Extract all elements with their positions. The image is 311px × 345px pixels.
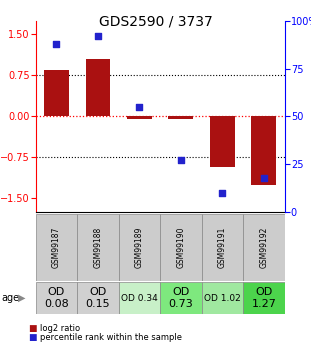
FancyBboxPatch shape [36,214,77,281]
Text: OD
1.27: OD 1.27 [251,287,276,309]
Text: GSM99191: GSM99191 [218,227,227,268]
FancyBboxPatch shape [160,282,202,314]
Bar [210,117,235,167]
Bar [251,117,276,185]
Point [95,33,100,39]
FancyBboxPatch shape [202,214,243,281]
FancyBboxPatch shape [202,282,243,314]
Text: log2 ratio: log2 ratio [40,324,81,333]
Text: ■: ■ [28,333,36,342]
FancyBboxPatch shape [119,214,160,281]
FancyBboxPatch shape [243,214,285,281]
Text: GSM99192: GSM99192 [259,227,268,268]
Text: ▶: ▶ [18,293,25,303]
Point [261,175,266,180]
FancyBboxPatch shape [77,214,119,281]
Text: OD
0.08: OD 0.08 [44,287,69,309]
FancyBboxPatch shape [160,214,202,281]
Point [220,190,225,196]
Bar [86,59,110,117]
FancyBboxPatch shape [36,282,77,314]
Point [137,104,142,110]
Text: GSM99189: GSM99189 [135,227,144,268]
Text: OD
0.73: OD 0.73 [169,287,193,309]
Text: GSM99187: GSM99187 [52,227,61,268]
Text: age: age [2,293,20,303]
Bar [44,70,69,117]
Text: OD 1.02: OD 1.02 [204,294,241,303]
Text: OD 0.34: OD 0.34 [121,294,158,303]
Text: GSM99188: GSM99188 [94,227,102,268]
Text: ■: ■ [28,324,36,333]
Bar [127,117,152,119]
FancyBboxPatch shape [119,282,160,314]
FancyBboxPatch shape [77,282,119,314]
Text: GDS2590 / 3737: GDS2590 / 3737 [99,14,212,29]
Text: GSM99190: GSM99190 [176,227,185,268]
Bar [169,117,193,119]
Point [54,41,59,47]
Text: OD
0.15: OD 0.15 [86,287,110,309]
Text: percentile rank within the sample: percentile rank within the sample [40,333,183,342]
Point [179,158,183,163]
FancyBboxPatch shape [243,282,285,314]
